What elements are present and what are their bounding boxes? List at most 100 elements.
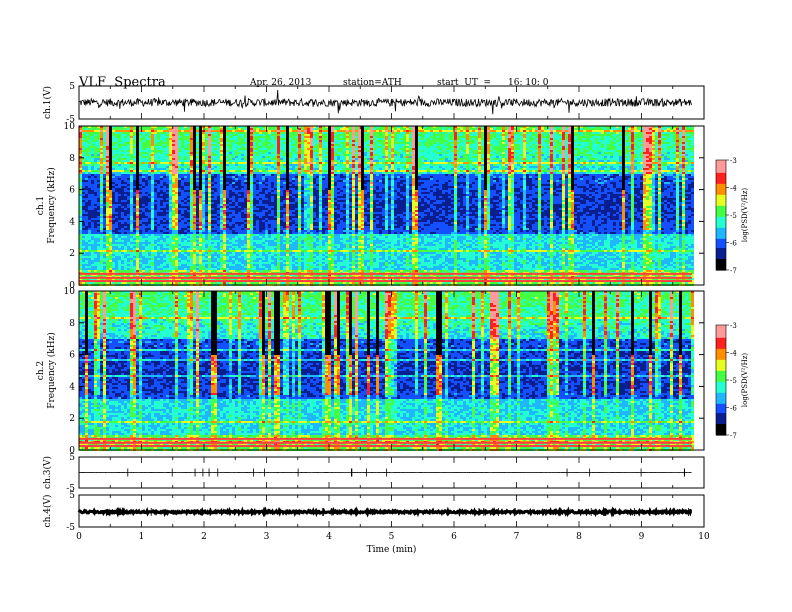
heatmap-cell (481, 136, 484, 138)
heatmap-cell (322, 166, 325, 168)
heatmap-cell (634, 146, 637, 148)
heatmap-cell (613, 126, 616, 128)
heatmap-cell (484, 134, 487, 136)
heatmap-cell (610, 134, 613, 136)
heatmap-cell (397, 130, 400, 132)
heatmap-cell (343, 158, 346, 160)
heatmap-cell (460, 158, 463, 160)
heatmap-cell (670, 154, 673, 156)
heatmap-cell (178, 148, 181, 150)
heatmap-cell (685, 162, 688, 164)
heatmap-cell (211, 154, 214, 156)
heatmap-cell (595, 148, 598, 150)
heatmap-cell (409, 126, 412, 128)
heatmap-cell (208, 162, 211, 164)
heatmap-cell (436, 136, 439, 138)
heatmap-cell (79, 126, 82, 128)
heatmap-cell (214, 174, 217, 176)
heatmap-cell (505, 144, 508, 146)
heatmap-cell (241, 146, 244, 148)
heatmap-cell (511, 150, 514, 152)
heatmap-cell (136, 166, 139, 168)
heatmap-cell (505, 140, 508, 142)
heatmap-cell (121, 144, 124, 146)
heatmap-cell (268, 160, 271, 162)
heatmap-cell (355, 162, 358, 164)
heatmap-cell (97, 136, 100, 138)
heatmap-cell (232, 154, 235, 156)
heatmap-cell (682, 168, 685, 170)
heatmap-cell (142, 130, 145, 132)
heatmap-cell (343, 126, 346, 128)
heatmap-cell (181, 164, 184, 166)
heatmap-cell (265, 148, 268, 150)
heatmap-cell (190, 158, 193, 160)
heatmap-cell (676, 164, 679, 166)
heatmap-cell (442, 136, 445, 138)
heatmap-cell (88, 152, 91, 154)
heatmap-cell (280, 152, 283, 154)
heatmap-cell (190, 142, 193, 144)
heatmap-cell (163, 168, 166, 170)
heatmap-cell (676, 144, 679, 146)
heatmap-cell (625, 172, 628, 174)
heatmap-cell (136, 128, 139, 130)
heatmap-cell (214, 132, 217, 134)
heatmap-cell (109, 168, 112, 170)
heatmap-cell (466, 136, 469, 138)
heatmap-cell (664, 162, 667, 164)
heatmap-cell (94, 138, 97, 140)
heatmap-cell (574, 140, 577, 142)
heatmap-cell (190, 166, 193, 168)
heatmap-cell (439, 158, 442, 160)
heatmap-cell (106, 142, 109, 144)
heatmap-cell (262, 158, 265, 160)
heatmap-cell (619, 158, 622, 160)
heatmap-cell (658, 160, 661, 162)
heatmap-cell (682, 142, 685, 144)
heatmap-cell (271, 174, 274, 176)
heatmap-cell (262, 152, 265, 154)
heatmap-cell (334, 166, 337, 168)
heatmap-cell (220, 156, 223, 158)
heatmap-cell (376, 168, 379, 170)
heatmap-cell (631, 156, 634, 158)
heatmap-cell (532, 158, 535, 160)
heatmap-cell (490, 140, 493, 142)
heatmap-cell (211, 160, 214, 162)
heatmap-cell (634, 142, 637, 144)
heatmap-cell (487, 162, 490, 164)
heatmap-cell (373, 158, 376, 160)
heatmap-cell (118, 172, 121, 174)
heatmap-cell (685, 156, 688, 158)
heatmap-cell (673, 142, 676, 144)
heatmap-cell (163, 162, 166, 164)
heatmap-cell (331, 172, 334, 174)
heatmap-cell (286, 144, 289, 146)
heatmap-cell (358, 134, 361, 136)
heatmap-cell (583, 156, 586, 158)
heatmap-cell (166, 164, 169, 166)
heatmap-cell (274, 134, 277, 136)
heatmap-cell (640, 134, 643, 136)
heatmap-cell (604, 154, 607, 156)
heatmap-cell (157, 146, 160, 148)
heatmap-cell (130, 166, 133, 168)
heatmap-cell (637, 144, 640, 146)
heatmap-cell (529, 132, 532, 134)
heatmap-cell (100, 138, 103, 140)
heatmap-cell (97, 174, 100, 176)
heatmap-cell (571, 158, 574, 160)
heatmap-cell (628, 128, 631, 130)
heatmap-cell (616, 154, 619, 156)
heatmap-cell (673, 148, 676, 150)
heatmap-cell (244, 148, 247, 150)
heatmap-cell (97, 172, 100, 174)
heatmap-cell (496, 126, 499, 128)
heatmap-cell (496, 144, 499, 146)
heatmap-cell (310, 128, 313, 130)
heatmap-cell (121, 126, 124, 128)
heatmap-cell (691, 158, 694, 160)
heatmap-cell (124, 154, 127, 156)
heatmap-cell (97, 140, 100, 142)
